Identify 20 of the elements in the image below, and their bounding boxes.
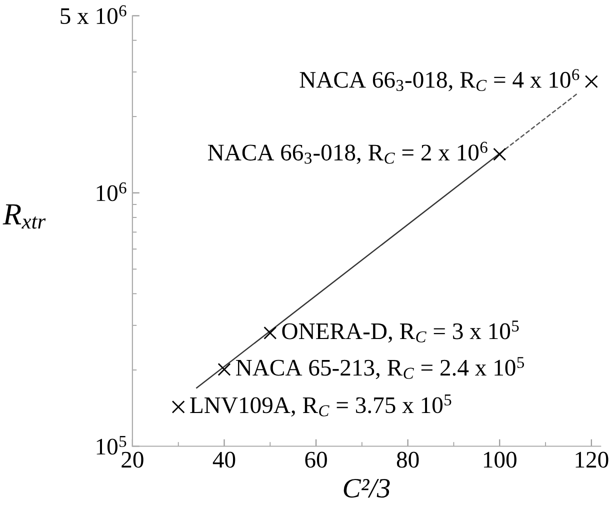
point: [493, 148, 506, 161]
y-tick-label: 10$^{6}$: [96, 182, 126, 202]
annotation: NACA 66$_{3}$-018, R$_{C}$ = 2 x 10$^{6}$: [208, 142, 488, 164]
annotation: ONERA-D, R$_{C}$ = 3 x 10$^{5}$: [282, 320, 519, 343]
x-tick-label: 120: [576, 452, 608, 468]
point: [584, 75, 598, 88]
x-axis-title: C²/3: [344, 478, 390, 498]
y-axis-title: R$_{xtr}$: [2, 204, 46, 229]
point: [264, 326, 277, 340]
x-tick-label: 40: [212, 452, 236, 468]
point: [218, 362, 231, 376]
y-tick-label: 5 x 10$^{6}$: [60, 5, 126, 24]
annotation: LNV109A, R$_{C}$ = 3.75 x 10$^{5}$: [190, 394, 452, 417]
x-tick-label: 100: [484, 452, 516, 468]
x-tick-label: 20: [122, 452, 144, 468]
x-tick-label: 80: [396, 452, 419, 468]
annotation: NACA 66$_{3}$-018, R$_{C}$ = 4 x 10$^{6}$: [300, 69, 580, 92]
x-tick-label: 60: [305, 452, 327, 468]
point: [172, 400, 185, 414]
annotation: NACA 65-213, R$_{C}$ = 2.4 x 10$^{5}$: [236, 357, 524, 380]
